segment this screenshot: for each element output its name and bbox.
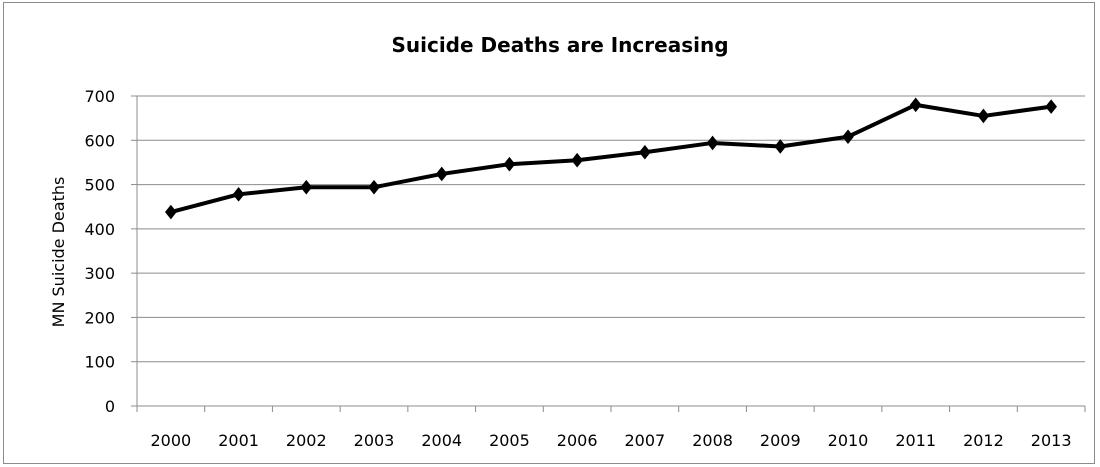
data-point-marker: [165, 204, 177, 220]
y-tick-label: 300: [84, 264, 115, 283]
data-point-marker: [368, 179, 380, 195]
y-tick-label: 600: [84, 131, 115, 150]
y-axis-label: MN Suicide Deaths: [49, 177, 68, 328]
data-point-marker: [1045, 99, 1057, 114]
x-tick-label: 2012: [963, 431, 1004, 450]
x-tick-label: 2009: [760, 431, 801, 450]
data-point-marker: [571, 152, 583, 168]
x-tick-label: 2008: [692, 431, 733, 450]
data-point-marker: [774, 139, 787, 154]
x-tick-label: 2000: [150, 431, 191, 450]
x-tick-label: 2013: [1031, 431, 1072, 450]
tick-labels: 0 100 200 300 400 500 600 700 2000 2001 2002 2003 20…: [84, 87, 1071, 450]
data-point-marker: [300, 179, 313, 195]
data-point-marker: [232, 187, 245, 202]
data-point-marker: [706, 135, 719, 151]
x-tick-label: 2007: [624, 431, 665, 450]
y-tick-label: 500: [84, 176, 115, 195]
chart-frame: [3, 2, 1095, 464]
y-tick-label: 700: [84, 87, 115, 106]
x-tick-label: 2006: [557, 431, 598, 450]
data-point-marker: [977, 108, 990, 124]
chart-title: Suicide Deaths are Increasing: [391, 33, 728, 57]
data-point-marker: [435, 166, 448, 182]
x-tick-label: 2001: [218, 431, 259, 450]
data-point-marker: [842, 129, 854, 145]
data-point-marker: [909, 97, 922, 113]
series: [165, 97, 1057, 220]
y-tick-label: 400: [84, 220, 115, 239]
data-point-marker: [639, 144, 651, 160]
gridlines: [137, 95, 1085, 363]
x-tick-label: 2003: [354, 431, 395, 450]
axes: [131, 95, 1086, 412]
series-line: [168, 102, 1054, 215]
y-tick-label: 100: [84, 353, 115, 372]
data-point-marker: [503, 156, 516, 172]
x-tick-label: 2005: [489, 431, 530, 450]
y-tick-label: 0: [105, 397, 115, 416]
x-tick-label: 2011: [895, 431, 936, 450]
x-tick-label: 2010: [828, 431, 869, 450]
x-tick-label: 2004: [421, 431, 462, 450]
y-tick-label: 200: [84, 308, 115, 327]
x-tick-label: 2002: [286, 431, 327, 450]
